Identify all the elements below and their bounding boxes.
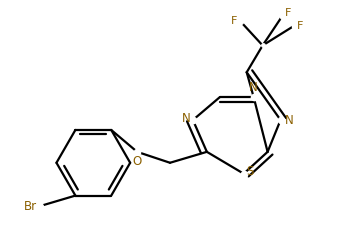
- Text: F: F: [297, 21, 303, 31]
- Text: N: N: [182, 111, 191, 124]
- Text: Br: Br: [23, 200, 36, 213]
- Text: F: F: [284, 8, 291, 18]
- Text: N: N: [284, 113, 293, 126]
- Text: O: O: [132, 155, 142, 168]
- Text: N: N: [249, 81, 258, 94]
- Text: S: S: [247, 165, 254, 178]
- Text: F: F: [232, 15, 238, 26]
